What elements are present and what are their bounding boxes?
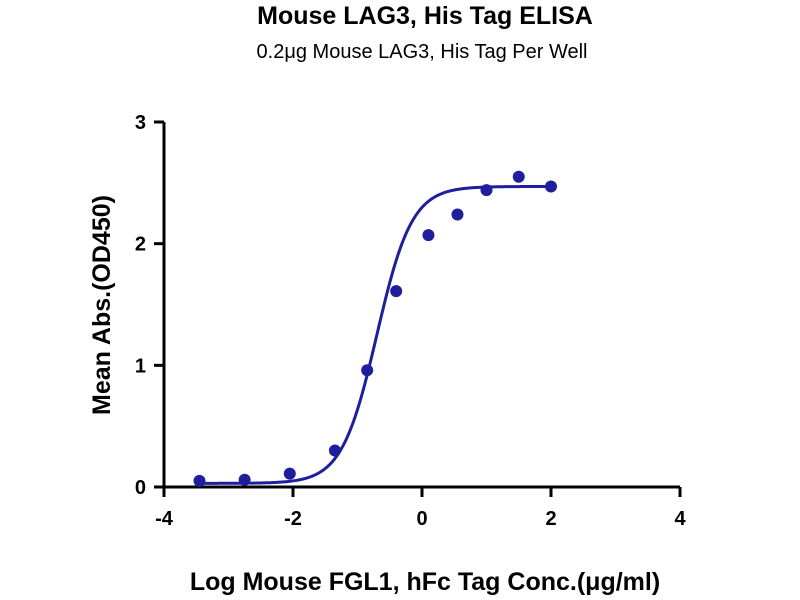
y-tick-label: 1 — [135, 355, 146, 377]
data-point — [545, 180, 557, 193]
chart-subtitle: 0.2μg Mouse LAG3, His Tag Per Well — [257, 41, 588, 63]
data-point — [390, 285, 403, 298]
fit-curve-layer — [199, 185, 551, 485]
data-point — [480, 184, 493, 197]
y-tick-label: 3 — [135, 112, 146, 134]
axes — [162, 122, 680, 489]
chart-title: Mouse LAG3, His Tag ELISA — [257, 2, 593, 30]
y-tick-label: 0 — [135, 477, 146, 499]
data-point — [451, 208, 464, 221]
x-tick-label: 0 — [416, 508, 427, 530]
data-point — [422, 229, 435, 242]
x-axis-label: Log Mouse FGL1, hFc Tag Conc.(μg/ml) — [190, 568, 660, 596]
x-tick-label: -2 — [284, 508, 302, 530]
x-tick-label: 2 — [545, 508, 556, 530]
data-point — [361, 364, 374, 377]
fit-curve — [199, 185, 551, 485]
data-point — [238, 473, 251, 486]
x-tick-label: -4 — [155, 508, 174, 530]
ticks: 0 1 2 3 -4 -2 0 2 4 — [135, 112, 687, 530]
data-point — [193, 474, 206, 487]
data-point — [283, 467, 296, 480]
y-tick-label: 2 — [135, 234, 146, 256]
data-point — [512, 170, 525, 183]
data-point — [328, 444, 341, 457]
x-tick-label: 4 — [674, 508, 686, 530]
y-axis-label: Mean Abs.(OD450) — [88, 195, 116, 415]
data-points-layer — [193, 170, 557, 487]
